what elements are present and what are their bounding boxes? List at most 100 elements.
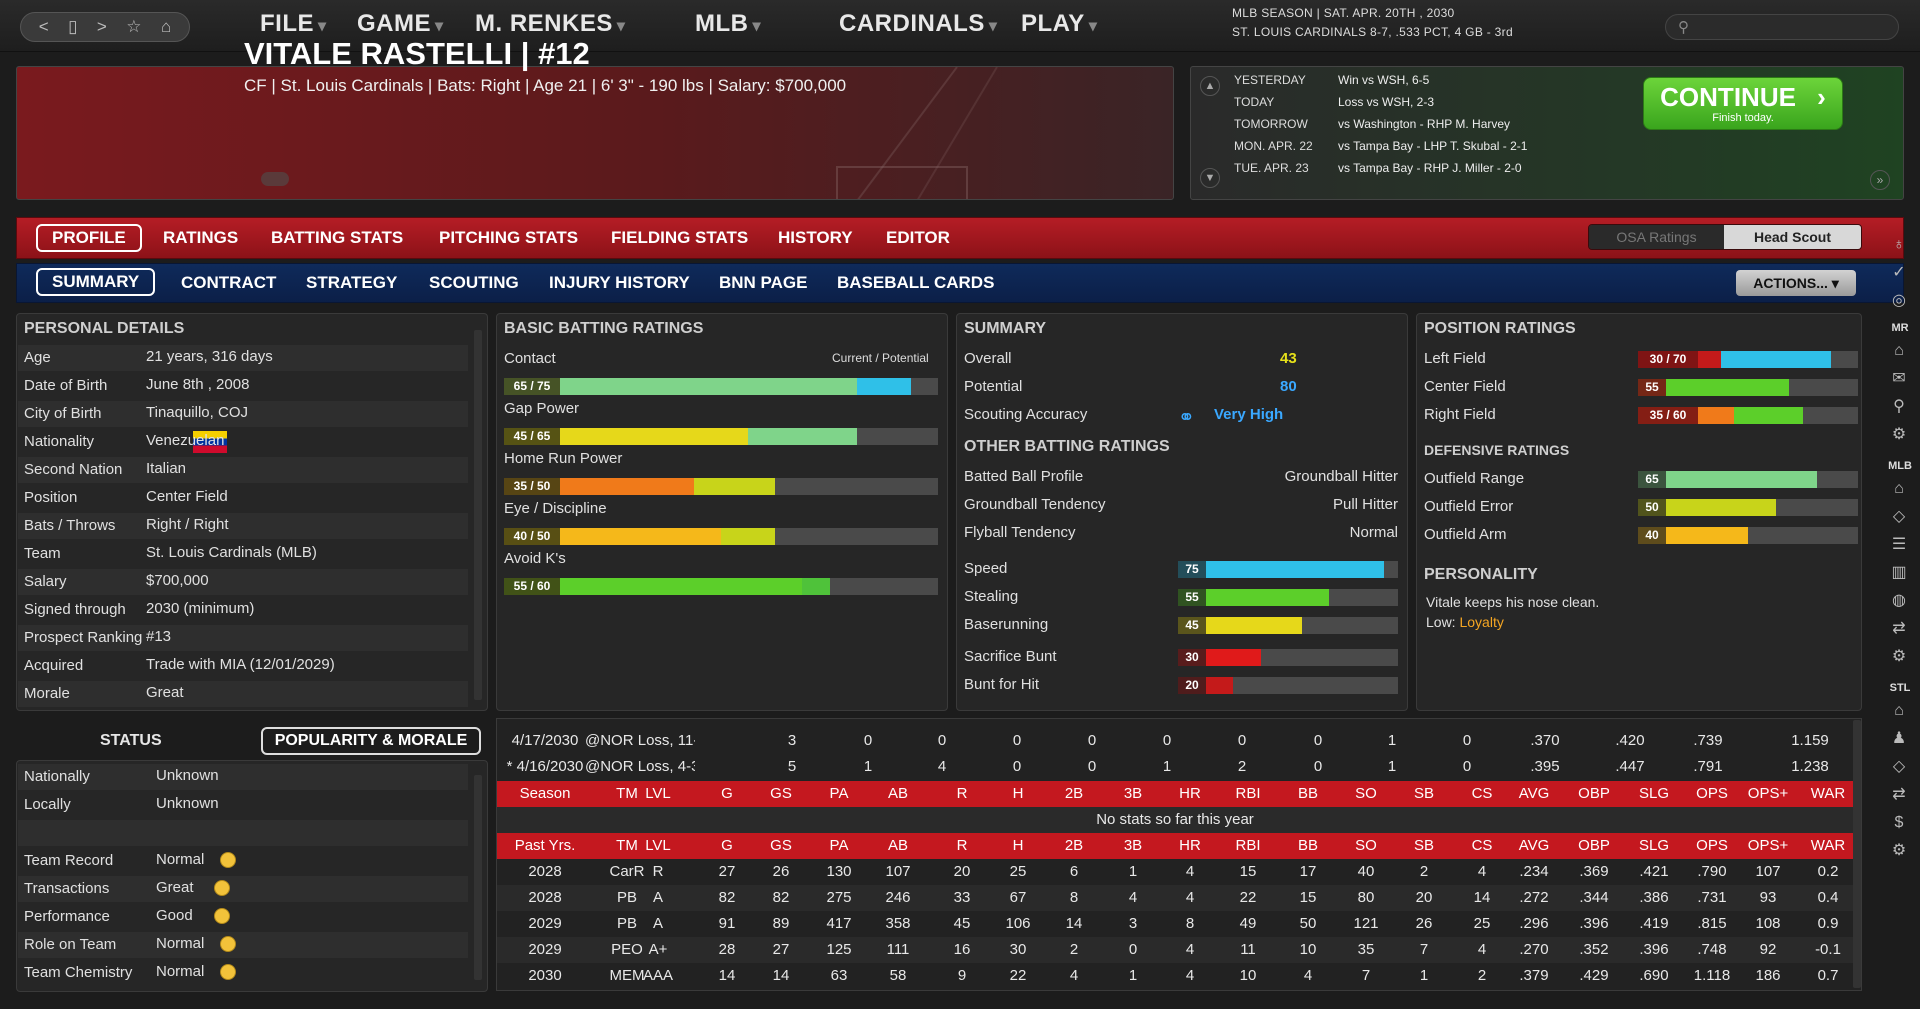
rating-badge: 55 bbox=[1638, 379, 1666, 396]
star-icon[interactable]: ☆ bbox=[126, 17, 142, 36]
actions-dropdown[interactable]: ACTIONS... ▾ bbox=[1736, 270, 1856, 296]
gear-icon[interactable]: ⚙ bbox=[1891, 426, 1907, 443]
chevron-up-icon[interactable]: ▲ bbox=[1200, 76, 1220, 96]
search-input[interactable]: ⚲ bbox=[1665, 14, 1899, 40]
stat-cell: 1 bbox=[1128, 967, 1138, 984]
rating-badge: 35 / 50 bbox=[504, 478, 560, 495]
table-row bbox=[497, 937, 1853, 963]
stat-cell: 0.7 bbox=[1817, 967, 1839, 984]
rating-badge: 65 / 75 bbox=[504, 378, 560, 395]
tab-baseball-cards[interactable]: BASEBALL CARDS bbox=[837, 273, 995, 292]
menu-file[interactable]: FILE ▾ bbox=[260, 10, 327, 37]
personal-label: Date of Birth bbox=[24, 377, 108, 394]
stat-cell: .272 bbox=[1519, 889, 1549, 906]
potential-value: 80 bbox=[1280, 378, 1297, 395]
game-log-cell: 1.159 bbox=[1791, 732, 1829, 749]
menu-mlb[interactable]: MLB ▾ bbox=[695, 10, 762, 37]
diamond-icon[interactable]: ◇ bbox=[1892, 758, 1906, 775]
season-header-cell: G bbox=[721, 785, 733, 802]
stat-cell: 33 bbox=[953, 889, 971, 906]
tab-strategy[interactable]: STRATEGY bbox=[306, 273, 398, 292]
personal-scrollbar[interactable] bbox=[474, 330, 482, 700]
potential-label: Potential bbox=[964, 378, 1023, 395]
tab-editor[interactable]: EDITOR bbox=[886, 228, 950, 247]
search-icon[interactable]: ⚲ bbox=[1893, 398, 1905, 415]
transfer-icon[interactable]: ⇄ bbox=[1892, 786, 1906, 803]
tab-injury-history[interactable]: INJURY HISTORY bbox=[549, 273, 690, 292]
tab-batting-stats[interactable]: BATTING STATS bbox=[271, 228, 404, 247]
forward-icon[interactable]: > bbox=[96, 17, 107, 36]
tab-popularity-morale[interactable]: POPULARITY & MORALE bbox=[261, 727, 481, 755]
home-icon[interactable]: ⌂ bbox=[160, 17, 172, 36]
stat-cell: 25 bbox=[1473, 915, 1491, 932]
toggle-osa-ratings[interactable]: OSA Ratings bbox=[1589, 225, 1724, 249]
overall-label: Overall bbox=[964, 350, 1012, 367]
binoculars-icon: ⚭ bbox=[1178, 407, 1195, 429]
stat-cell: 16 bbox=[953, 941, 971, 958]
header-toggle[interactable] bbox=[261, 172, 289, 186]
menu-play[interactable]: PLAY ▾ bbox=[1021, 10, 1098, 37]
chart-icon[interactable]: ▥ bbox=[1891, 564, 1907, 581]
menu-game[interactable]: GAME ▾ bbox=[357, 10, 444, 37]
rating-badge: 65 bbox=[1638, 471, 1666, 488]
tab-contract[interactable]: CONTRACT bbox=[181, 273, 277, 292]
ratings-source-toggle[interactable]: OSA Ratings Head Scout bbox=[1588, 224, 1862, 250]
home-icon[interactable]: ⌂ bbox=[1894, 480, 1904, 497]
stat-cell: 108 bbox=[1755, 915, 1781, 932]
schedule-day: TOMORROW bbox=[1234, 117, 1308, 131]
status-scrollbar[interactable] bbox=[474, 775, 482, 980]
tab-pitching-stats[interactable]: PITCHING STATS bbox=[439, 228, 579, 247]
lightbulb-icon[interactable]: ♁ bbox=[1893, 236, 1905, 253]
past-header-cell: AVG bbox=[1518, 837, 1550, 854]
toggle-head-scout[interactable]: Head Scout bbox=[1724, 225, 1861, 249]
stat-cell: 7 bbox=[1361, 967, 1371, 984]
status-value: Normal bbox=[156, 935, 205, 952]
continue-button[interactable]: CONTINUE › Finish today. bbox=[1643, 77, 1843, 130]
double-chevron-right-icon[interactable]: » bbox=[1870, 170, 1890, 190]
personal-value: #13 bbox=[146, 628, 172, 645]
stat-cell: 82 bbox=[772, 889, 790, 906]
stat-cell: 22 bbox=[1009, 967, 1027, 984]
check-icon[interactable]: ✓ bbox=[1892, 264, 1906, 281]
stat-cell: 2 bbox=[1419, 863, 1429, 880]
menu-manager[interactable]: M. RENKES ▾ bbox=[475, 10, 626, 37]
personal-value: Tinaquillo, COJ bbox=[146, 404, 248, 421]
gear-icon[interactable]: ⚙ bbox=[1891, 842, 1907, 859]
smile-icon bbox=[220, 964, 236, 980]
globe-icon[interactable]: ◎ bbox=[1892, 292, 1906, 309]
baseball-icon[interactable]: ◍ bbox=[1892, 592, 1906, 609]
device-icon[interactable]: ▯ bbox=[68, 17, 78, 36]
game-log-cell: 1 bbox=[1162, 758, 1172, 775]
tab-ratings[interactable]: RATINGS bbox=[163, 228, 239, 247]
menu-cardinals[interactable]: CARDINALS ▾ bbox=[839, 10, 998, 37]
home-icon[interactable]: ⌂ bbox=[1894, 702, 1904, 719]
roster-icon[interactable]: ♟ bbox=[1891, 730, 1907, 747]
smile-icon bbox=[220, 936, 236, 952]
home-icon[interactable]: ⌂ bbox=[1894, 342, 1904, 359]
stat-cell: 0 bbox=[1128, 941, 1138, 958]
diamond-icon[interactable]: ◇ bbox=[1892, 508, 1906, 525]
tab-fielding-stats[interactable]: FIELDING STATS bbox=[611, 228, 749, 247]
status-value: Normal bbox=[156, 963, 205, 980]
stat-cell: 91 bbox=[718, 915, 736, 932]
game-log-cell: 0 bbox=[1462, 758, 1472, 775]
row-stripe bbox=[18, 764, 468, 790]
game-log-cell: 0 bbox=[1087, 758, 1097, 775]
gear-icon[interactable]: ⚙ bbox=[1891, 648, 1907, 665]
other-rating-label: Batted Ball Profile bbox=[964, 468, 1084, 485]
game-log-cell: 1 bbox=[1387, 758, 1397, 775]
tab-history[interactable]: HISTORY bbox=[778, 228, 853, 247]
tab-scouting[interactable]: SCOUTING bbox=[429, 273, 519, 292]
dollar-icon[interactable]: $ bbox=[1894, 814, 1904, 831]
stats-scrollbar[interactable] bbox=[1853, 720, 1861, 988]
tab-summary[interactable]: SUMMARY bbox=[36, 268, 156, 296]
tab-profile[interactable]: PROFILE bbox=[36, 224, 142, 252]
mail-icon[interactable]: ✉ bbox=[1892, 370, 1906, 387]
transfer-icon[interactable]: ⇄ bbox=[1892, 620, 1906, 637]
back-icon[interactable]: < bbox=[38, 17, 49, 36]
tab-bnn-page[interactable]: BNN PAGE bbox=[719, 273, 808, 292]
season-header-cell: HR bbox=[1179, 785, 1201, 802]
sub-tab-bar bbox=[16, 263, 1904, 303]
list-icon[interactable]: ☰ bbox=[1891, 536, 1907, 553]
chevron-down-icon[interactable]: ▼ bbox=[1200, 168, 1220, 188]
